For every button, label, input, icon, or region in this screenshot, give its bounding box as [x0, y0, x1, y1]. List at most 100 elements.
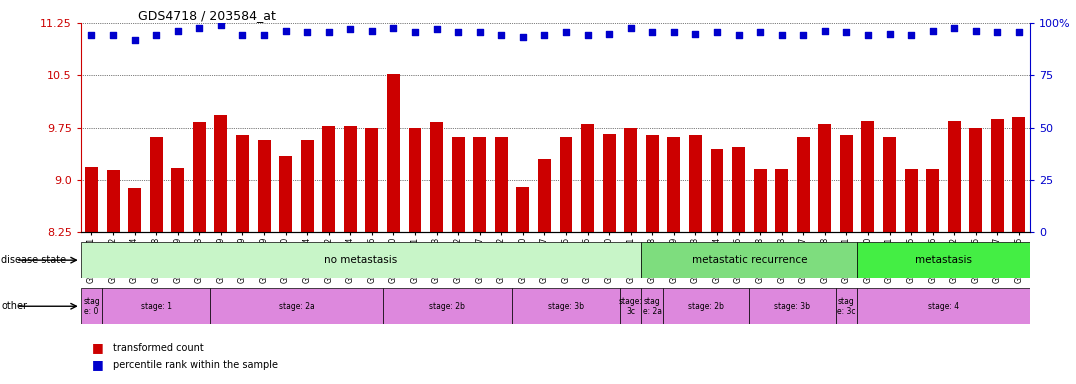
Bar [171, 168, 184, 232]
Text: stage:
3c: stage: 3c [619, 296, 642, 316]
Bar [858, 242, 1030, 278]
Point [817, 28, 834, 34]
Bar [495, 137, 508, 232]
Point [298, 29, 315, 35]
Bar [710, 149, 723, 232]
Point [255, 32, 272, 38]
Bar [473, 137, 486, 232]
Bar [819, 124, 832, 232]
Point [364, 28, 381, 34]
Point [860, 32, 877, 38]
Point [169, 28, 186, 34]
Point [428, 26, 445, 32]
Bar [646, 135, 659, 232]
Bar [193, 122, 206, 232]
Point [665, 29, 682, 35]
Bar [279, 156, 292, 232]
Text: stage: 2a: stage: 2a [279, 302, 314, 311]
Text: stag
e: 2a: stag e: 2a [642, 296, 662, 316]
Bar [991, 119, 1004, 232]
Point [751, 29, 768, 35]
Text: stag
e: 0: stag e: 0 [83, 296, 100, 316]
Point [903, 32, 920, 38]
Text: disease state: disease state [1, 255, 67, 265]
Bar [948, 121, 961, 232]
Bar [236, 135, 249, 232]
Bar [862, 121, 875, 232]
Text: stage: 2b: stage: 2b [689, 302, 724, 311]
Bar [102, 288, 210, 324]
Point [385, 25, 402, 31]
Text: percentile rank within the sample: percentile rank within the sample [113, 360, 278, 370]
Point [407, 29, 424, 35]
Bar [858, 288, 1030, 324]
Bar [107, 170, 119, 232]
Text: metastatic recurrence: metastatic recurrence [692, 255, 807, 265]
Bar [300, 140, 313, 232]
Text: other: other [1, 301, 27, 311]
Bar [749, 288, 836, 324]
Point [557, 29, 575, 35]
Point [881, 30, 898, 36]
Text: no metastasis: no metastasis [325, 255, 398, 265]
Bar [732, 147, 745, 232]
Point [321, 29, 338, 35]
Point [536, 32, 553, 38]
Bar [85, 167, 98, 232]
Point [514, 34, 532, 40]
Text: ■: ■ [91, 358, 103, 371]
Point [686, 30, 704, 36]
Point [773, 32, 790, 38]
Bar [797, 137, 810, 232]
Bar [620, 288, 641, 324]
Point [83, 32, 100, 38]
Point [126, 37, 143, 43]
Text: stage: 4: stage: 4 [928, 302, 959, 311]
Bar [512, 288, 620, 324]
Bar [689, 135, 702, 232]
Bar [387, 74, 400, 232]
Point [471, 29, 489, 35]
Bar [383, 288, 512, 324]
Bar [323, 126, 336, 232]
Text: stage: 3b: stage: 3b [775, 302, 810, 311]
Bar [663, 288, 749, 324]
Bar [430, 122, 443, 232]
Bar [641, 288, 663, 324]
Point [989, 29, 1006, 35]
Point [450, 29, 467, 35]
Text: stage: 1: stage: 1 [141, 302, 172, 311]
Point [342, 26, 359, 32]
Text: transformed count: transformed count [113, 343, 203, 353]
Point [104, 32, 122, 38]
Point [924, 28, 942, 34]
Bar [883, 137, 896, 232]
Bar [452, 137, 465, 232]
Bar [81, 288, 102, 324]
Point [643, 29, 661, 35]
Bar [344, 126, 357, 232]
Bar [836, 288, 858, 324]
Text: metastasis: metastasis [915, 255, 972, 265]
Bar [603, 134, 615, 232]
Bar [538, 159, 551, 232]
Text: ■: ■ [91, 341, 103, 354]
Bar [210, 288, 383, 324]
Bar [905, 169, 918, 232]
Point [946, 25, 963, 31]
Bar [81, 242, 641, 278]
Bar [840, 135, 853, 232]
Text: stage: 2b: stage: 2b [429, 302, 465, 311]
Bar [775, 169, 788, 232]
Point [622, 25, 639, 31]
Text: GDS4718 / 203584_at: GDS4718 / 203584_at [138, 9, 275, 22]
Bar [128, 189, 141, 232]
Point [190, 25, 208, 31]
Point [795, 32, 812, 38]
Bar [624, 127, 637, 232]
Bar [667, 137, 680, 232]
Bar [366, 127, 379, 232]
Bar [409, 127, 422, 232]
Point [967, 28, 985, 34]
Point [493, 32, 510, 38]
